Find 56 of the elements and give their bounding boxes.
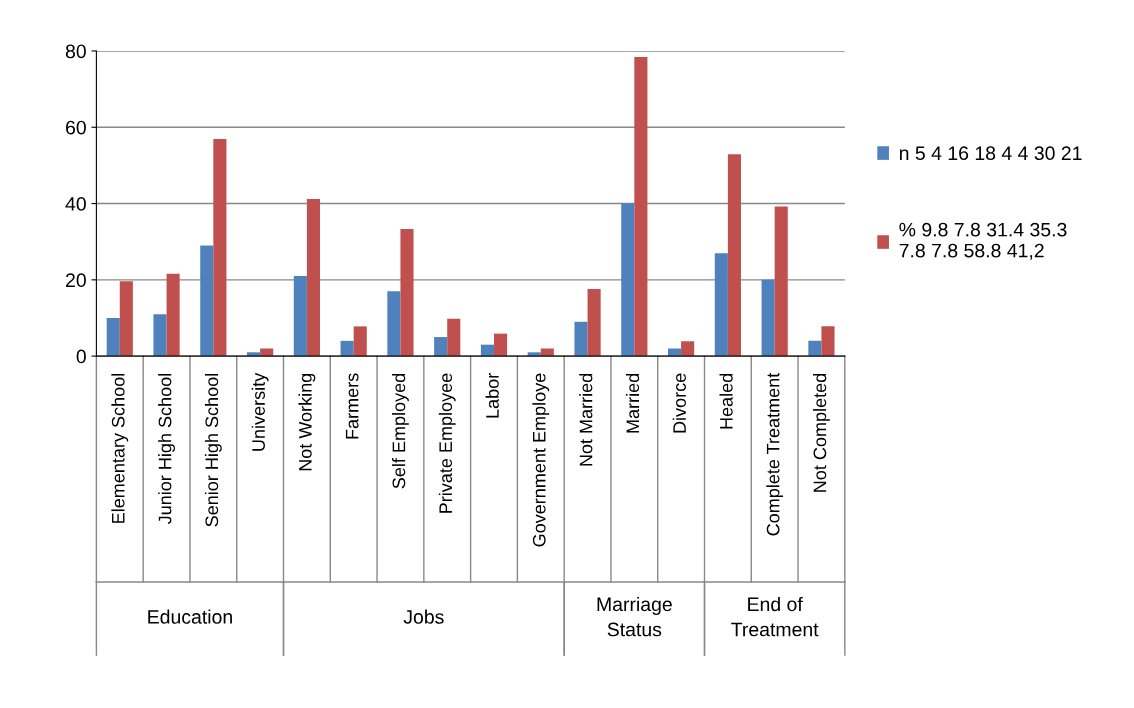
x-tick-label: Farmers [345,373,359,439]
bar [540,348,554,357]
bar [574,321,588,357]
y-tick-label: 60 [66,120,86,135]
x-tick-label: Elementary School [111,373,129,523]
x-tick-label: Not Completed [813,373,830,492]
bar [774,206,788,357]
x-tick-label: Self Employed [392,373,409,489]
bar [293,276,307,357]
bar [213,139,227,357]
y-tick-label: 80 [65,44,86,59]
bar [340,340,354,357]
x-tick-label: Not Married [579,373,593,466]
bar [400,229,414,357]
x-tick-label: Complete Treatment [766,372,784,536]
bar [260,348,274,357]
bar [447,318,461,357]
bar [119,281,133,357]
text: Marriage Status [597,596,672,637]
text: Jobs [403,609,444,624]
legend-label: % 9.8 7.8 31.4 35.3 7.8 7.8 58.8 41,2 [899,222,1067,260]
bar [761,279,775,357]
x-tick-label: Government Employe [532,373,550,547]
bar [387,291,401,357]
x-tick-label: Healed [719,373,733,429]
bar [153,314,167,357]
x-tick-label: Not Working [298,373,316,471]
bar [306,198,320,357]
x-tick-label: Junior High School [158,373,175,525]
bar [621,203,635,357]
bar [587,288,601,357]
x-tick-label: Married [625,373,640,433]
x-tick-label: Labor [485,373,499,418]
text: End of Treatment [731,596,819,637]
legend-label: n 5 4 16 18 4 4 30 21 [899,146,1082,161]
bar [821,326,835,357]
x-tick-label: Senior High School [204,373,222,527]
y-tick-label: 40 [65,197,86,211]
bar [200,245,214,357]
bar [727,154,741,357]
bar [681,341,695,357]
bar [434,337,448,357]
bar [808,340,822,357]
y-tick-label: 0 [76,349,86,364]
bar [494,333,508,357]
x-tick-label: Private Employee [438,373,456,513]
x-tick-label: Divorce [672,373,686,433]
y-tick-label: 20 [66,273,86,288]
x-tick-label: University [251,372,269,451]
bar [668,348,682,357]
bar [106,317,120,357]
bar [634,57,648,357]
text: Education [148,609,232,624]
bar [166,273,180,357]
bar [714,253,728,357]
bar [353,326,367,357]
